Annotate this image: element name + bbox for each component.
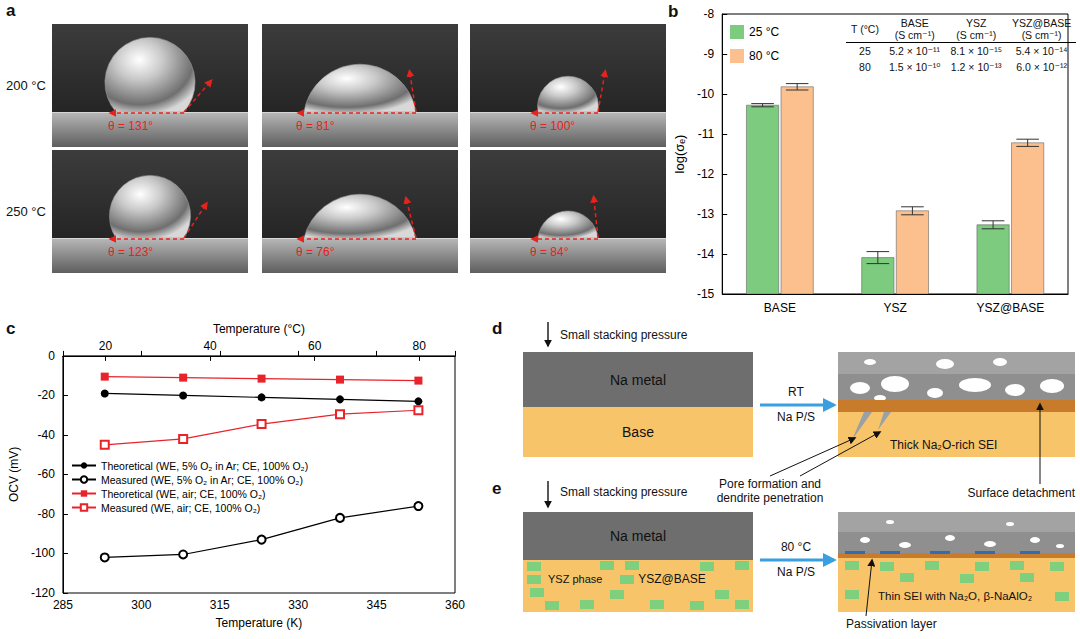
svg-text:345: 345 [367,598,387,612]
svg-text:BASE: BASE [764,301,796,315]
svg-text:-8: -8 [704,7,715,21]
svg-text:YSZ: YSZ [883,301,906,315]
svg-text:Theoretical (WE, air; CE, 100%: Theoretical (WE, air; CE, 100% O₂) [101,488,266,500]
svg-text:-12: -12 [697,167,715,181]
html-text:1.2 × 10⁻¹³: 1.2 × 10⁻¹³ [950,61,1002,73]
svg-text:80 °C: 80 °C [749,49,779,63]
html-text:YSZ@BASE: YSZ@BASE [1012,17,1072,29]
svg-text:c: c [6,319,15,338]
svg-text:Measured (WE, 5% O₂ in Ar; CE,: Measured (WE, 5% O₂ in Ar; CE, 100% O₂) [101,474,303,486]
html-text:5.2 × 10⁻¹¹: 5.2 × 10⁻¹¹ [889,45,941,57]
svg-text:-9: -9 [704,47,715,61]
svg-text:RT: RT [788,385,804,399]
svg-text:-15: -15 [697,287,715,301]
svg-text:-60: -60 [38,467,56,481]
svg-text:YSZ@BASE: YSZ@BASE [638,572,706,586]
svg-text:θ = 131°: θ = 131° [108,119,153,133]
svg-text:Na P/S: Na P/S [777,565,815,579]
svg-text:Na P/S: Na P/S [777,410,815,424]
html-text:8.1 × 10⁻¹⁵: 8.1 × 10⁻¹⁵ [950,45,1003,57]
svg-text:-11: -11 [698,127,715,141]
svg-text:-10: -10 [697,87,715,101]
svg-text:log(σₑ): log(σₑ) [672,135,687,174]
svg-text:Base: Base [622,424,654,440]
svg-text:Temperature (K): Temperature (K) [216,616,303,630]
svg-text:20: 20 [99,339,113,353]
svg-text:Thick Na₂O-rich SEI: Thick Na₂O-rich SEI [890,438,997,452]
html-text:25: 25 [859,45,871,57]
svg-text:25 °C: 25 °C [749,25,779,39]
svg-text:Pore formation and: Pore formation and [719,477,821,491]
svg-text:-120: -120 [31,586,55,600]
svg-text:YSZ@BASE: YSZ@BASE [977,301,1045,315]
svg-text:θ = 76°: θ = 76° [296,245,335,259]
svg-text:250 °C: 250 °C [6,204,46,219]
svg-text:-100: -100 [31,546,55,560]
svg-text:0: 0 [48,349,55,363]
svg-text:-20: -20 [38,388,56,402]
svg-text:60: 60 [308,339,322,353]
html-text:80: 80 [859,61,871,73]
html-text:1.5 × 10⁻¹⁰: 1.5 × 10⁻¹⁰ [888,61,941,73]
svg-text:e: e [492,479,501,498]
svg-text:-40: -40 [38,428,56,442]
svg-text:θ = 84°: θ = 84° [530,245,569,259]
svg-text:a: a [6,1,16,20]
svg-text:Na metal: Na metal [610,372,666,388]
svg-text:Na metal: Na metal [610,528,666,544]
svg-text:200 °C: 200 °C [6,78,46,93]
html-text:(S cm⁻¹): (S cm⁻¹) [956,29,997,41]
svg-text:θ = 81°: θ = 81° [296,119,335,133]
html-text:(S cm⁻¹): (S cm⁻¹) [894,29,935,41]
svg-text:Small stacking pressure: Small stacking pressure [560,328,688,342]
svg-text:-80: -80 [38,507,56,521]
svg-text:80: 80 [413,339,427,353]
svg-text:330: 330 [288,598,308,612]
html-text:T (°C): T (°C) [851,23,879,35]
html-text:YSZ: YSZ [966,17,987,29]
svg-text:d: d [492,319,502,338]
svg-text:300: 300 [131,598,151,612]
svg-text:40: 40 [203,339,217,353]
svg-text:OCV (mV): OCV (mV) [7,447,21,502]
svg-text:θ = 100°: θ = 100° [530,119,575,133]
svg-text:Passivation layer: Passivation layer [846,617,937,631]
svg-text:-14: -14 [697,247,715,261]
svg-text:Measured (WE, air; CE, 100% O₂: Measured (WE, air; CE, 100% O₂) [101,502,260,514]
svg-text:YSZ phase: YSZ phase [548,573,602,585]
html-text:5.4 × 10⁻¹⁴: 5.4 × 10⁻¹⁴ [1015,45,1068,57]
svg-text:Small stacking pressure: Small stacking pressure [560,485,688,499]
html-text:6.0 × 10⁻¹²: 6.0 × 10⁻¹² [1016,61,1067,73]
svg-text:360: 360 [445,598,465,612]
html-text:(S cm⁻¹): (S cm⁻¹) [1021,29,1062,41]
svg-text:dendrite penetration: dendrite penetration [717,491,824,505]
svg-text:Thin SEI with Na₂O, β-NaAlO₂: Thin SEI with Na₂O, β-NaAlO₂ [878,590,1032,602]
svg-text:315: 315 [210,598,230,612]
html-text:BASE: BASE [900,17,929,29]
svg-text:-13: -13 [697,207,715,221]
svg-text:b: b [668,2,678,21]
svg-text:Theoretical (WE, 5% O₂ in Ar;: Theoretical (WE, 5% O₂ in Ar; CE, 100% O… [101,460,308,472]
svg-text:Temperature (°C): Temperature (°C) [213,322,305,336]
svg-text:285: 285 [53,598,73,612]
svg-text:θ = 123°: θ = 123° [108,245,153,259]
svg-text:80 °C: 80 °C [781,540,811,554]
svg-text:Surface detachment: Surface detachment [968,486,1076,500]
